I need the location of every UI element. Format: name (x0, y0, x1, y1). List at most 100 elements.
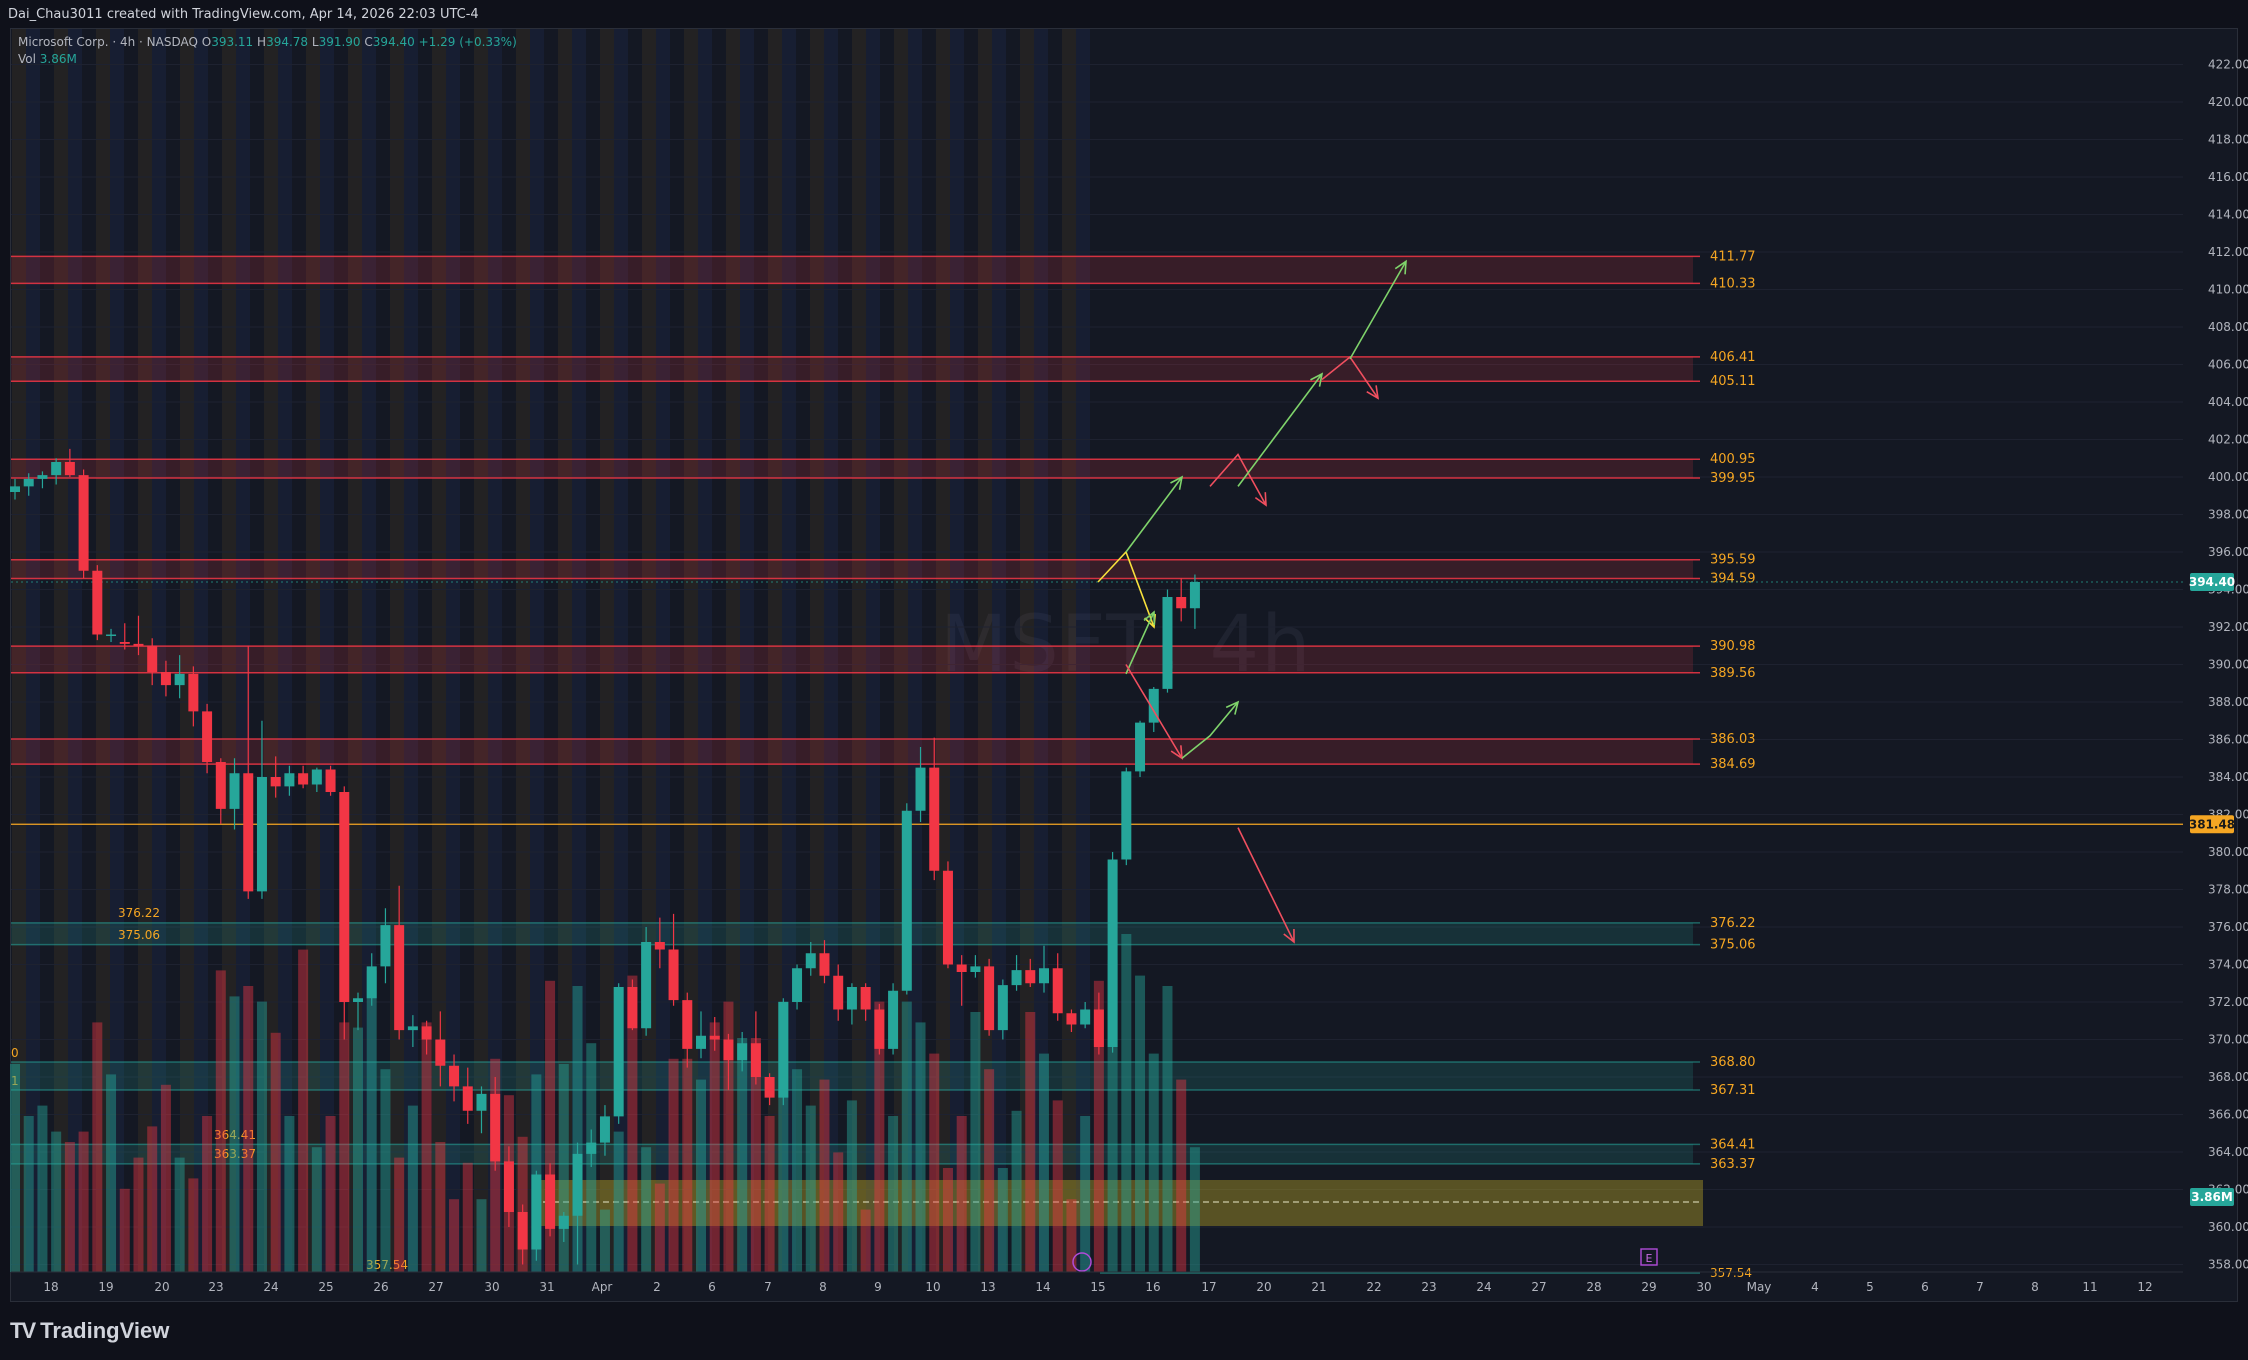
candle-body[interactable] (1189, 582, 1200, 609)
volume-label[interactable]: Vol (18, 52, 36, 66)
candle-body[interactable] (284, 773, 295, 787)
projection-arrow-green[interactable] (1237, 373, 1323, 487)
tradingview-logo[interactable]: TV TradingView (10, 1318, 169, 1344)
candle-body[interactable] (682, 1000, 693, 1049)
projection-arrow-red[interactable] (1321, 355, 1379, 399)
candle-body[interactable] (874, 1009, 885, 1049)
candle-body[interactable] (1025, 970, 1036, 984)
candle-body[interactable] (1162, 597, 1173, 689)
candle-body[interactable] (545, 1174, 556, 1229)
candle-body[interactable] (709, 1035, 720, 1040)
candle-body[interactable] (956, 964, 967, 973)
candle-body[interactable] (10, 486, 20, 492)
candle-body[interactable] (407, 1026, 418, 1031)
candle-body[interactable] (202, 711, 213, 762)
candle-body[interactable] (984, 966, 995, 1031)
candle-body[interactable] (270, 777, 281, 787)
candle-body[interactable] (503, 1161, 514, 1212)
candle-body[interactable] (215, 762, 226, 809)
projection-arrow-red[interactable] (1125, 664, 1183, 759)
candle-body[interactable] (449, 1065, 460, 1087)
candle-body[interactable] (133, 643, 144, 646)
candle-body[interactable] (531, 1174, 542, 1250)
candle-body[interactable] (1148, 688, 1159, 723)
projection-arrow-red[interactable] (1237, 827, 1295, 943)
candle-body[interactable] (627, 987, 638, 1029)
projection-arrow-green[interactable] (1125, 476, 1183, 553)
candle-body[interactable] (174, 673, 185, 686)
candle-body[interactable] (764, 1077, 775, 1098)
event-marker-icon[interactable] (1072, 1252, 1092, 1272)
candle-body[interactable] (833, 975, 844, 1010)
candle-body[interactable] (915, 767, 926, 811)
candle-body[interactable] (37, 475, 48, 479)
candle-body[interactable] (51, 462, 62, 476)
candle-body[interactable] (256, 777, 267, 892)
candle-body[interactable] (942, 870, 953, 965)
projection-arrow-green[interactable] (1349, 260, 1407, 360)
candle-body[interactable] (229, 773, 240, 809)
candle-body[interactable] (599, 1116, 610, 1143)
candle-body[interactable] (1039, 968, 1049, 984)
candle-body[interactable] (23, 478, 34, 487)
candle-body[interactable] (339, 792, 350, 1002)
candle-body[interactable] (1176, 597, 1187, 609)
candle-body[interactable] (353, 998, 363, 1002)
projection-arrow-green[interactable] (1125, 611, 1155, 675)
candle-body[interactable] (901, 810, 912, 991)
candle-body[interactable] (778, 1002, 789, 1098)
symbol-name[interactable]: Microsoft Corp. · 4h · NASDAQ (18, 35, 198, 49)
candle-body[interactable] (1066, 1013, 1077, 1025)
price-chart[interactable]: 411.77 410.33 406.41 405.11 400.95 399.95 395.… (0, 0, 2248, 1302)
candle-body[interactable] (1080, 1009, 1091, 1025)
candle-body[interactable] (188, 673, 199, 712)
candle-body[interactable] (819, 953, 830, 976)
candle-body[interactable] (654, 942, 665, 950)
candle-body[interactable] (106, 634, 117, 637)
candle-body[interactable] (723, 1039, 734, 1061)
candle-body[interactable] (1107, 859, 1118, 1048)
candle-body[interactable] (613, 987, 624, 1117)
earnings-marker[interactable]: E (1640, 1248, 1658, 1266)
candle-body[interactable] (737, 1043, 748, 1061)
candle-body[interactable] (421, 1026, 432, 1040)
candle-body[interactable] (462, 1086, 473, 1111)
candle-body[interactable] (517, 1212, 528, 1250)
candle-body[interactable] (366, 966, 377, 999)
candle-body[interactable] (696, 1035, 706, 1049)
candle-body[interactable] (435, 1039, 446, 1066)
candle-body[interactable] (64, 462, 75, 476)
candle-body[interactable] (298, 773, 309, 785)
candle-body[interactable] (490, 1093, 501, 1162)
candle-body[interactable] (1093, 1009, 1104, 1048)
candle-body[interactable] (792, 968, 803, 1002)
candle-body[interactable] (311, 769, 322, 785)
candle-body[interactable] (805, 953, 816, 969)
candle-body[interactable] (888, 990, 899, 1049)
candle-body[interactable] (970, 966, 981, 972)
candle-body[interactable] (668, 949, 679, 1001)
candle-body[interactable] (325, 769, 336, 793)
candle-body[interactable] (78, 475, 89, 571)
candle-body[interactable] (476, 1093, 487, 1111)
candle-body[interactable] (572, 1153, 583, 1216)
projection-arrow-red[interactable] (1209, 453, 1267, 506)
candle-body[interactable] (160, 672, 171, 686)
candle-body[interactable] (147, 645, 158, 672)
candle-body[interactable] (641, 942, 652, 1029)
projection-arrow-green[interactable] (1181, 701, 1239, 759)
candle-body[interactable] (997, 985, 1008, 1031)
candle-body[interactable] (860, 987, 871, 1010)
candle-body[interactable] (92, 570, 103, 635)
candle-body[interactable] (846, 987, 857, 1010)
candle-body[interactable] (1121, 771, 1132, 860)
candle-body[interactable] (1135, 722, 1146, 772)
candle-body[interactable] (119, 642, 130, 644)
candle-body[interactable] (1011, 970, 1022, 986)
candle-body[interactable] (1052, 968, 1063, 1014)
candle-body[interactable] (394, 925, 405, 1031)
candle-body[interactable] (929, 767, 940, 871)
candle-body[interactable] (243, 773, 254, 892)
candle-body[interactable] (750, 1043, 761, 1077)
candle-body[interactable] (586, 1142, 597, 1154)
